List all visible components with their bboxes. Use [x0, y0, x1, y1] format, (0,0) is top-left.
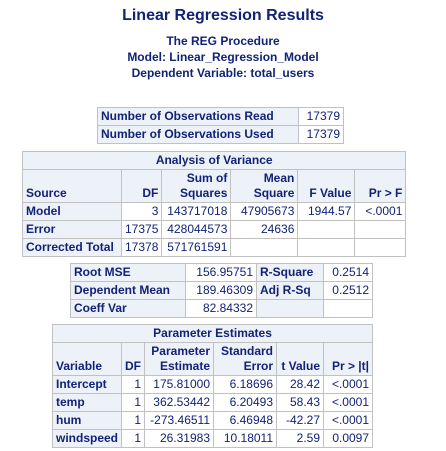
anova-table: Analysis of Variance Source DF Sum of Squ… — [21, 151, 407, 257]
model-label: Model: Linear_Regression_Model — [127, 50, 319, 64]
col-variable: Variable — [51, 342, 123, 376]
table-row: Coeff Var 82.84332 — [70, 299, 373, 318]
table-caption-row: Parameter Estimates — [51, 324, 374, 343]
cell-df: 3 — [120, 202, 163, 221]
cell-df: 1 — [121, 411, 146, 430]
col-mean-square: Mean Square — [230, 169, 299, 203]
stat-label: Coeff Var — [70, 299, 186, 318]
stat-label-empty — [256, 299, 324, 318]
col-sum-of-squares: Sum of Squares — [161, 169, 232, 203]
cell-t: 2.59 — [276, 429, 325, 448]
col-df: DF — [121, 342, 146, 376]
table-row: Error 17375 428044573 24636 — [22, 220, 407, 239]
cell-ms: 47905673 — [230, 202, 299, 221]
stat-label: Dependent Mean — [70, 281, 186, 300]
col-source: Source — [22, 169, 122, 203]
cell-p: <.0001 — [323, 375, 374, 394]
cell-estimate: 175.81000 — [144, 375, 215, 394]
row-label: hum — [51, 411, 123, 430]
stat-value-empty — [323, 299, 373, 318]
table-row: temp 1 362.53442 6.20493 58.43 <.0001 — [51, 393, 374, 412]
obs-used-value: 17379 — [298, 125, 344, 144]
col-pr-t: Pr > |t| — [323, 342, 374, 376]
cell-f — [297, 220, 356, 239]
cell-p — [354, 220, 407, 239]
table-header-row: Source DF Sum of Squares Mean Square F Val… — [22, 169, 407, 203]
row-label: Corrected Total — [22, 238, 122, 257]
col-standard-error: Standard Error — [213, 342, 278, 376]
cell-df: 1 — [121, 429, 146, 448]
row-label: Model — [22, 202, 122, 221]
stat-value: 189.46309 — [185, 281, 257, 300]
cell-se: 6.46948 — [213, 411, 278, 430]
cell-ss: 428044573 — [161, 220, 232, 239]
cell-df: 1 — [121, 393, 146, 412]
col-parameter-estimate: Parameter Estimate — [144, 342, 215, 376]
cell-t: 28.42 — [276, 375, 325, 394]
table-row: Corrected Total 17378 571761591 — [22, 238, 407, 257]
page-title: Linear Regression Results — [122, 7, 324, 24]
cell-ss: 571761591 — [161, 238, 232, 257]
anova-caption: Analysis of Variance — [21, 151, 407, 170]
cell-t: -42.27 — [276, 411, 325, 430]
cell-p: 0.0097 — [323, 429, 374, 448]
table-row: Intercept 1 175.81000 6.18696 28.42 <.00… — [51, 375, 374, 394]
col-pr-f: Pr > F — [354, 169, 407, 203]
params-caption: Parameter Estimates — [51, 324, 374, 343]
stat-value: 156.95751 — [185, 263, 257, 282]
cell-p — [354, 238, 407, 257]
table-caption-row: Analysis of Variance — [21, 151, 407, 170]
cell-df: 17375 — [120, 220, 163, 239]
row-label: temp — [51, 393, 123, 412]
cell-estimate: -273.46511 — [144, 411, 215, 430]
table-row: Dependent Mean 189.46309 Adj R-Sq 0.2512 — [70, 281, 373, 300]
cell-t: 58.43 — [276, 393, 325, 412]
cell-estimate: 26.31983 — [144, 429, 215, 448]
row-label: Error — [22, 220, 122, 239]
cell-df: 17378 — [120, 238, 163, 257]
cell-p: <.0001 — [323, 411, 374, 430]
fit-statistics-table: Root MSE 156.95751 R-Square 0.2514 Depen… — [70, 263, 373, 318]
parameter-estimates-table: Parameter Estimates Variable DF Paramete… — [51, 324, 374, 448]
table-row: Number of Observations Used 17379 — [97, 125, 344, 144]
cell-f: 1944.57 — [297, 202, 356, 221]
stat-value: 0.2514 — [323, 263, 373, 282]
obs-read-value: 17379 — [298, 107, 344, 126]
cell-df: 1 — [121, 375, 146, 394]
cell-ms — [230, 238, 299, 257]
cell-ms: 24636 — [230, 220, 299, 239]
row-label: windspeed — [51, 429, 123, 448]
table-header-row: Variable DF Parameter Estimate Standard Er… — [51, 342, 374, 376]
stat-label: R-Square — [256, 263, 324, 282]
table-row: hum 1 -273.46511 6.46948 -42.27 <.0001 — [51, 411, 374, 430]
row-label: Intercept — [51, 375, 123, 394]
stat-label: Root MSE — [70, 263, 186, 282]
cell-se: 10.18011 — [213, 429, 278, 448]
col-t-value: t Value — [276, 342, 325, 376]
dependent-variable-label: Dependent Variable: total_users — [131, 66, 315, 80]
observations-table: Number of Observations Read 17379 Number… — [97, 107, 344, 144]
col-df: DF — [120, 169, 163, 203]
cell-se: 6.18696 — [213, 375, 278, 394]
stat-label: Adj R-Sq — [256, 281, 324, 300]
cell-ss: 143717018 — [161, 202, 232, 221]
cell-p: <.0001 — [354, 202, 407, 221]
table-row: Number of Observations Read 17379 — [97, 107, 344, 126]
table-row: Root MSE 156.95751 R-Square 0.2514 — [70, 263, 373, 282]
cell-estimate: 362.53442 — [144, 393, 215, 412]
cell-f — [297, 238, 356, 257]
stat-value: 0.2512 — [323, 281, 373, 300]
cell-p: <.0001 — [323, 393, 374, 412]
cell-se: 6.20493 — [213, 393, 278, 412]
table-row: Model 3 143717018 47905673 1944.57 <.000… — [22, 202, 407, 221]
obs-used-label: Number of Observations Used — [97, 125, 299, 144]
col-f-value: F Value — [297, 169, 356, 203]
obs-read-label: Number of Observations Read — [97, 107, 299, 126]
procedure-label: The REG Procedure — [166, 34, 280, 48]
table-row: windspeed 1 26.31983 10.18011 2.59 0.009… — [51, 429, 374, 448]
stat-value: 82.84332 — [185, 299, 257, 318]
